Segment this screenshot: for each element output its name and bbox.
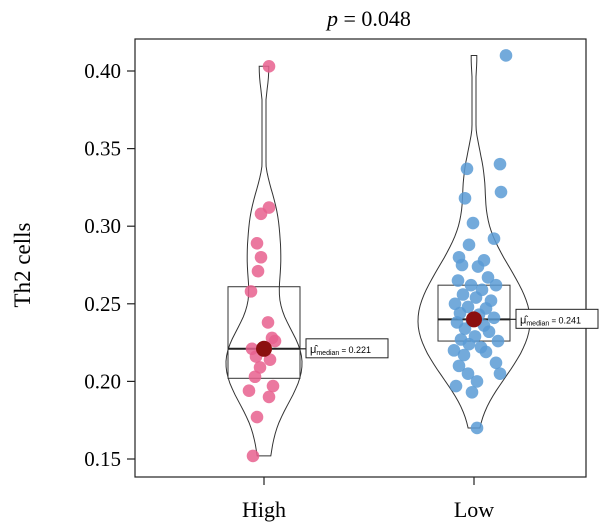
median-marker: [256, 340, 272, 357]
data-point: [460, 162, 474, 176]
data-point: [458, 191, 472, 205]
groups-layer: μ̂median = 0.221 μ̂median = 0.241: [225, 49, 599, 463]
data-point: [455, 258, 469, 272]
data-point: [262, 60, 276, 73]
data-point: [246, 449, 260, 463]
group-high: μ̂median = 0.221: [225, 60, 389, 463]
data-point: [493, 157, 507, 171]
y-tick-label: 0.25: [84, 292, 121, 316]
data-point: [244, 285, 258, 298]
group-low: μ̂median = 0.241: [417, 49, 599, 435]
y-tick-label: 0.20: [84, 369, 121, 393]
x-tick-label: Low: [454, 497, 494, 522]
data-point: [448, 297, 462, 311]
data-point: [248, 370, 262, 384]
data-point: [487, 232, 501, 245]
data-point: [487, 311, 501, 325]
data-point: [253, 361, 267, 374]
violin-outline: [417, 55, 531, 429]
data-point: [462, 337, 476, 351]
data-point: [254, 250, 268, 264]
data-point: [466, 216, 480, 230]
y-tick-label: 0.15: [84, 447, 121, 471]
y-axis-label: Th2 cells: [10, 222, 35, 307]
x-tick-label: High: [242, 497, 286, 522]
data-point: [493, 367, 507, 380]
data-point: [250, 410, 264, 424]
data-point: [449, 379, 463, 393]
data-point: [470, 421, 484, 435]
data-point: [482, 325, 496, 339]
data-point: [489, 278, 503, 292]
box: [227, 286, 301, 379]
data-point: [451, 274, 465, 287]
median-label-box: [305, 338, 389, 359]
data-point: [266, 379, 280, 393]
data-point: [491, 334, 505, 348]
data-point: [462, 238, 476, 252]
data-point: [469, 291, 483, 304]
data-point: [494, 185, 508, 199]
data-point: [464, 278, 478, 292]
data-point: [242, 384, 256, 398]
y-tick-label: 0.30: [84, 214, 121, 238]
data-point: [447, 344, 461, 357]
data-point: [452, 359, 466, 373]
chart-title-p: p: [325, 6, 338, 31]
data-point: [465, 385, 479, 399]
data-point: [254, 207, 268, 221]
data-point: [499, 49, 513, 62]
chart-title-value: = 0.048: [338, 6, 411, 31]
median-label-text: μ̂median = 0.241: [520, 314, 581, 327]
data-point: [489, 356, 503, 370]
median-label-box: [515, 308, 599, 329]
data-point: [268, 334, 282, 348]
data-point: [250, 236, 264, 250]
data-point: [262, 390, 276, 404]
data-point: [458, 322, 472, 335]
y-tick-label: 0.40: [84, 59, 121, 83]
data-point: [481, 271, 495, 284]
data-point: [471, 260, 485, 273]
data-point: [261, 316, 275, 329]
plot-frame: [134, 38, 587, 478]
data-point: [479, 345, 493, 359]
data-point: [251, 264, 265, 278]
median-label-text: μ̂median = 0.221: [310, 344, 371, 357]
data-point: [470, 375, 484, 388]
data-point: [263, 353, 277, 366]
y-axis: 0.15 0.20 0.25 0.30 0.35 0.40: [84, 59, 135, 471]
data-point: [457, 348, 471, 362]
data-point: [456, 288, 470, 301]
data-point: [461, 367, 475, 380]
x-axis: High Low: [242, 477, 494, 522]
y-tick-label: 0.35: [84, 137, 121, 161]
violin-outline: [225, 65, 303, 457]
median-marker: [466, 311, 482, 328]
